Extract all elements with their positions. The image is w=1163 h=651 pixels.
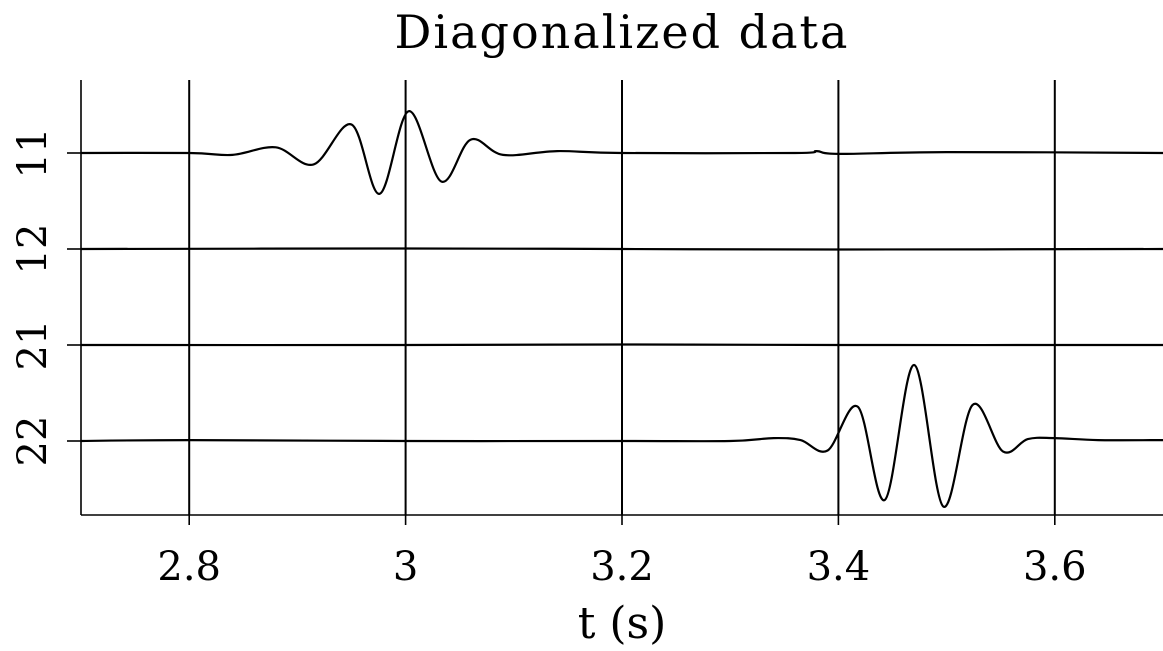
trace-12	[80, 247, 1163, 251]
trace-21	[80, 343, 1163, 347]
x-tick-label: 3.2	[590, 544, 654, 590]
x-tick-label: 3.4	[807, 544, 871, 590]
x-axis-label: t (s)	[578, 598, 667, 649]
axis-layer	[67, 80, 1163, 525]
y-tick-label: 11	[10, 128, 56, 179]
x-tick-label: 2.8	[157, 544, 221, 590]
trace-22	[80, 363, 1163, 508]
y-tick-label: 12	[10, 224, 56, 275]
y-tick-label: 21	[10, 320, 56, 371]
x-tick-label: 3.6	[1023, 544, 1087, 590]
x-tick-labels: 2.8 3 3.2 3.4 3.6	[157, 544, 1086, 590]
y-tick-label: 22	[10, 416, 56, 467]
chart-title: Diagonalized data	[395, 5, 850, 59]
y-tick-labels: 11 12 21 22	[10, 128, 56, 467]
trace-layer	[80, 110, 1163, 508]
trace-11	[80, 110, 1163, 195]
grid-layer	[188, 80, 1056, 515]
x-tick-label: 3	[393, 544, 418, 590]
